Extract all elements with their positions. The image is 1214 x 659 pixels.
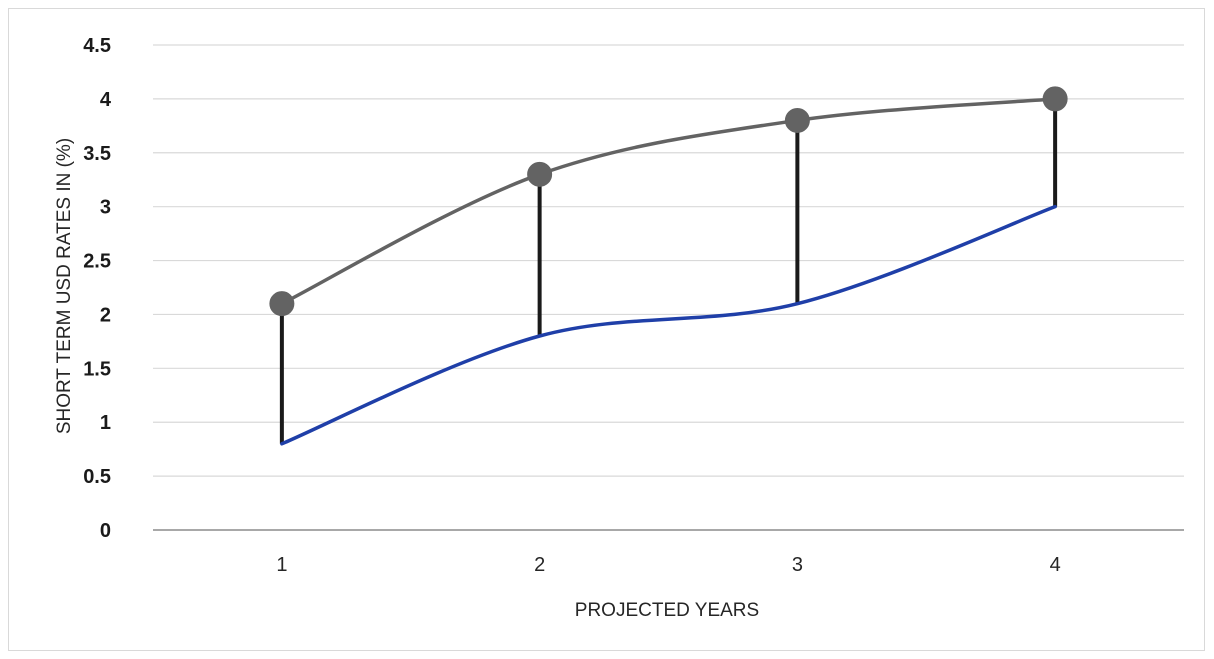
x-axis-ticks: 1 2 3 4: [276, 554, 1060, 576]
y-tick-label: 3: [100, 197, 111, 219]
data-point-marker: [1042, 86, 1068, 112]
y-tick-label: 2.5: [83, 251, 111, 273]
y-tick-label: 3.5: [83, 143, 111, 165]
x-tick-label: 2: [534, 554, 545, 576]
y-axis-ticks: 0 0.5 1 1.5 2 2.5 3 3.5 4 4.5: [83, 35, 112, 542]
series-markers: [269, 86, 1068, 317]
x-tick-label: 4: [1050, 554, 1061, 576]
data-point-marker: [784, 107, 810, 133]
y-tick-label: 4.5: [83, 35, 111, 57]
series-line-1: [280, 97, 1057, 306]
x-tick-label: 3: [792, 554, 803, 576]
data-point-marker: [269, 291, 295, 317]
y-axis-label: SHORT TERM USD RATES IN (%): [54, 138, 75, 434]
x-tick-label: 1: [276, 554, 287, 576]
y-tick-label: 1: [100, 412, 111, 434]
y-tick-label: 0: [100, 520, 111, 542]
high-low-lines: [279, 98, 1058, 444]
y-tick-label: 4: [100, 89, 112, 111]
y-tick-label: 1.5: [83, 358, 111, 380]
y-tick-label: 0.5: [83, 466, 111, 488]
series-lines: [280, 97, 1057, 446]
x-axis-label: PROJECTED YEARS: [575, 600, 759, 621]
data-point-marker: [527, 161, 553, 187]
y-tick-label: 2: [100, 304, 111, 326]
gridlines: [153, 44, 1184, 531]
chart-frame: [8, 8, 1205, 651]
series-line-2: [280, 204, 1057, 446]
